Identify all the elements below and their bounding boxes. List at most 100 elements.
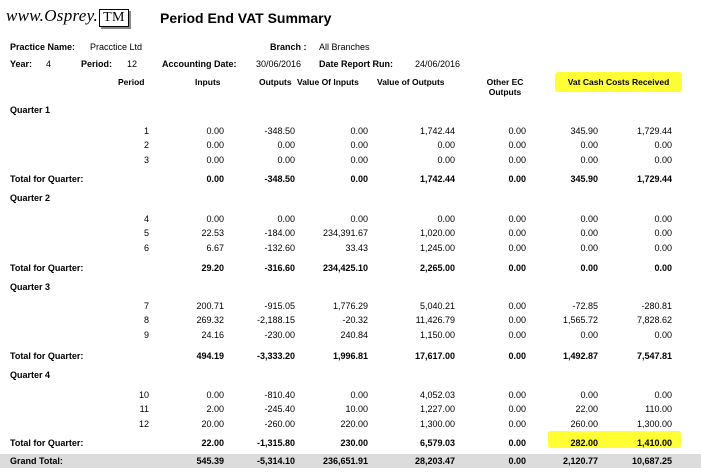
value-cell: 0.00 [508,418,526,429]
value-cell: 0.00 [437,214,455,224]
col-header-vat-cash-costs-received: Vat Cash Costs Received [555,72,682,92]
value-cell: 345.90 [570,126,598,136]
value-cell: 0.00 [580,140,598,151]
value-cell: 0.00 [580,329,598,340]
logo: www.Osprey. TM [6,6,129,27]
value-cell: 234,391.67 [322,228,368,239]
value-cell: 0.00 [580,228,598,239]
value-cell: 260.00 [570,418,598,429]
value-cell: 1,227.00 [419,404,455,415]
period-cell: 9 [143,329,149,340]
value-cell: 0.00 [654,242,672,253]
value-cell: -2,188.15 [256,315,295,326]
quarter-total-cell: 1,492.87 [562,351,598,361]
value-cell: 0.00 [350,140,368,151]
value-cell: 0.00 [580,154,598,165]
quarter-total-cell: 230.00 [340,438,368,448]
value-cell: 0.00 [654,228,672,239]
value-cell: 0.00 [508,404,526,415]
value-cell: 1,565.72 [562,315,598,326]
value-cell: 0.00 [654,140,672,151]
value-cell: -348.50 [264,126,295,136]
value-cell: 240.84 [340,329,368,340]
quarter-label: Quarter 3 [10,282,51,292]
value-cell: 1,300.00 [419,418,455,429]
quarter-total-cell: -316.60 [264,263,295,273]
value-cell: -810.40 [264,390,295,400]
quarter-total-cell: 0.00 [508,263,526,273]
quarter-total-cell: 1,410.00 [636,438,672,448]
value-cell: 0.00 [654,390,672,400]
value-cell: 7,828.62 [636,315,672,326]
value-cell: 6.67 [206,242,224,253]
value-cell: 10.00 [345,404,368,415]
quarter-total-cell: 282.00 [570,438,598,448]
value-cell: -245.40 [264,404,295,415]
total-for-quarter-label: Total for Quarter: [10,263,84,273]
value-cell: 0.00 [508,154,526,165]
value-cell: 1,245.00 [419,242,455,253]
quarter-label: Quarter 1 [10,105,51,115]
value-cell: 0.00 [580,390,598,400]
col-header-period: Period [118,77,145,87]
grand-total-cell: 2,120.77 [562,456,598,466]
value-cell: 200.71 [196,301,224,311]
accounting-date-label: Accounting Date: [162,59,237,69]
value-cell: 1,150.00 [419,329,455,340]
quarter-total-cell: 345.90 [570,174,598,184]
value-cell: 0.00 [508,228,526,239]
quarter-total-cell: 17,617.00 [414,351,455,361]
value-cell: -260.00 [264,418,295,429]
value-cell: 0.00 [437,140,455,151]
value-cell: 0.00 [350,154,368,165]
period-cell: 10 [138,390,149,400]
grand-total-cell: 236,651.91 [322,456,368,466]
value-cell: 2.00 [206,404,224,415]
value-cell: -132.60 [264,242,295,253]
value-cell: -184.00 [264,228,295,239]
value-cell: -230.00 [264,329,295,340]
date-report-run-label: Date Report Run: [319,59,393,69]
value-cell: 22.53 [201,228,224,239]
quarter-total-cell: 22.00 [201,438,224,448]
value-cell: 20.00 [201,418,224,429]
grand-total-label: Grand Total: [10,456,63,466]
practice-label: Practice Name: [10,42,76,52]
quarter-total-cell: 6,579.03 [419,438,455,448]
total-for-quarter-label: Total for Quarter: [10,174,84,184]
value-cell: 33.43 [345,242,368,253]
period-cell: 2 [143,140,149,151]
value-cell: 5,040.21 [419,301,455,311]
period-cell: 5 [143,228,149,239]
date-report-run-value: 24/06/2016 [415,59,461,69]
quarter-total-cell: 1,742.44 [419,174,455,184]
period-cell: 11 [139,404,149,415]
page-title: Period End VAT Summary [160,10,332,26]
value-cell: 11,426.79 [415,315,455,326]
value-cell: -280.81 [641,301,672,311]
quarter-label: Quarter 2 [10,193,51,203]
col-header-outputs: Outputs [259,77,292,87]
value-cell: 0.00 [580,214,598,224]
quarter-total-cell: -348.50 [264,174,295,184]
branch-label: Branch : [270,42,307,52]
value-cell: 0.00 [654,214,672,224]
value-cell: 0.00 [508,315,526,326]
value-cell: 0.00 [206,140,224,151]
period-cell: 7 [143,301,149,311]
grand-total-cell: 10,687.25 [631,456,672,466]
col-header-other-ec-outputs: Other EC Outputs [486,77,524,97]
quarter-total-cell: 0.00 [508,438,526,448]
value-cell: 0.00 [508,390,526,400]
value-cell: 0.00 [277,154,295,165]
value-cell: 0.00 [206,214,224,224]
quarter-total-cell: 0.00 [350,174,368,184]
branch-value: All Branches [319,42,370,52]
quarter-total-cell: -1,315.80 [256,438,295,448]
logo-text: www.Osprey. [6,6,99,25]
value-cell: 0.00 [580,242,598,253]
quarter-total-cell: 2,265.00 [419,263,455,273]
value-cell: 0.00 [350,390,368,400]
highlight-box [548,431,681,448]
quarter-total-cell: 0.00 [508,174,526,184]
